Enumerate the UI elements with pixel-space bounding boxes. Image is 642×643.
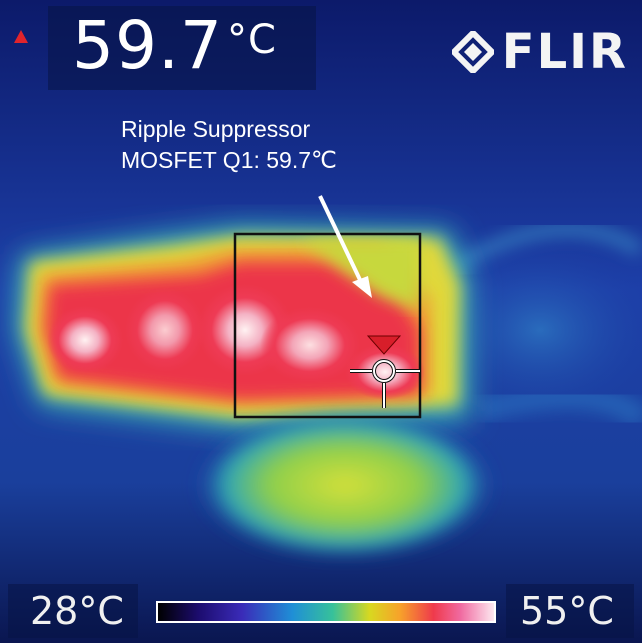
scale-min-label: 28°C [30, 589, 124, 633]
annotation-label: Ripple Suppressor MOSFET Q1: 59.7℃ [121, 114, 337, 176]
temperature-unit: °C [226, 17, 277, 63]
temperature-value: 59.7 [72, 7, 223, 84]
scale-min-box [8, 584, 138, 638]
temperature-reading: 59.7 °C [72, 4, 277, 88]
flir-diamond-icon [451, 31, 494, 73]
flir-logo: FLIR [451, 24, 628, 80]
max-triangle-icon [14, 30, 28, 43]
annotation-line-1: Ripple Suppressor [121, 116, 311, 142]
temperature-readout-box [48, 6, 316, 90]
brand-name: FLIR [501, 24, 628, 80]
color-scale-bar [156, 601, 496, 623]
scale-max-label: 55°C [520, 589, 614, 633]
scale-max-box [506, 584, 634, 638]
annotation-line-2: MOSFET Q1: 59.7℃ [121, 147, 337, 173]
